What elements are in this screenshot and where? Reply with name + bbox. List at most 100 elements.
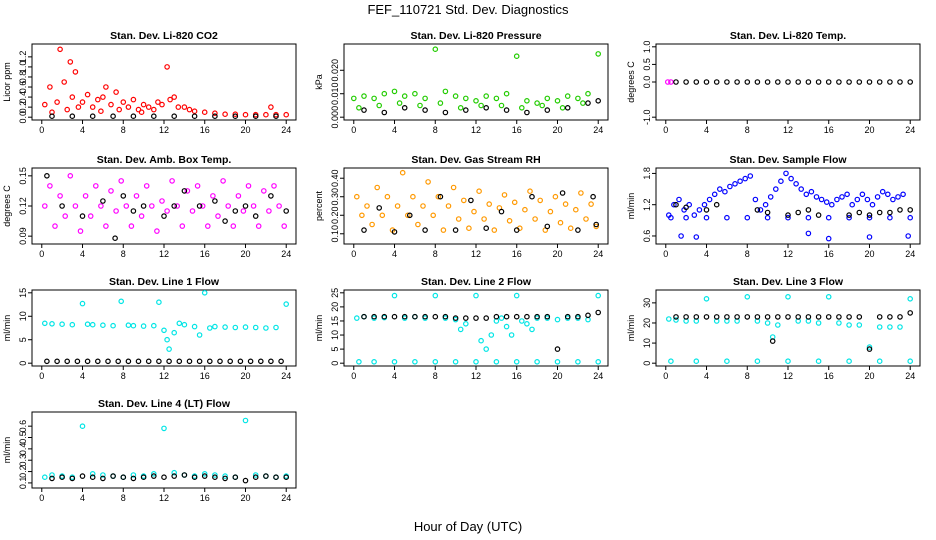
data-point xyxy=(856,209,863,216)
data-point xyxy=(79,99,86,105)
data-point xyxy=(79,213,86,219)
data-point xyxy=(562,201,569,207)
data-point xyxy=(222,111,228,118)
data-point xyxy=(897,314,903,320)
data-point xyxy=(544,313,551,320)
data-point xyxy=(98,203,104,209)
data-point xyxy=(890,196,896,203)
data-point xyxy=(371,313,377,320)
x-tick-label: 12 xyxy=(783,125,793,135)
data-point xyxy=(394,203,401,209)
data-point xyxy=(473,98,479,104)
data-point xyxy=(703,295,710,302)
data-point xyxy=(503,90,510,97)
data-point xyxy=(764,214,771,221)
data-point xyxy=(125,322,132,329)
data-point xyxy=(201,109,208,116)
data-point xyxy=(713,79,720,85)
data-point xyxy=(488,332,495,338)
data-point xyxy=(432,46,439,53)
data-point xyxy=(41,101,48,108)
data-point xyxy=(422,107,428,113)
data-point xyxy=(191,474,198,481)
data-point xyxy=(273,324,279,331)
data-point xyxy=(184,188,191,194)
data-point xyxy=(678,233,684,239)
data-point xyxy=(706,196,713,203)
data-point xyxy=(235,193,242,199)
data-point xyxy=(846,358,852,365)
data-point xyxy=(72,69,79,75)
x-tick-label: 8 xyxy=(121,371,126,381)
data-point xyxy=(118,298,125,305)
data-point xyxy=(529,326,535,333)
data-point xyxy=(522,206,528,213)
data-point xyxy=(93,183,99,189)
data-point xyxy=(120,474,127,481)
data-point xyxy=(493,358,500,365)
data-point xyxy=(754,79,761,85)
data-point xyxy=(171,329,178,336)
data-point xyxy=(215,213,221,219)
data-point xyxy=(268,193,274,199)
data-point xyxy=(866,212,873,218)
x-tick-label: 16 xyxy=(200,493,210,503)
data-point xyxy=(186,358,193,365)
data-point xyxy=(683,314,689,320)
data-point xyxy=(222,218,228,224)
data-point xyxy=(501,192,508,198)
data-point xyxy=(907,214,914,221)
data-point xyxy=(473,315,479,321)
data-point xyxy=(227,358,234,365)
data-point xyxy=(151,322,157,329)
data-point xyxy=(140,323,147,329)
data-point xyxy=(834,196,840,203)
data-point xyxy=(49,320,55,327)
y-tick-label: -1.0 xyxy=(642,109,652,125)
x-tick-label: 16 xyxy=(824,249,834,259)
data-point xyxy=(212,110,218,117)
data-point xyxy=(361,227,367,233)
data-point xyxy=(471,208,477,215)
data-point xyxy=(123,203,130,209)
y-tick-label: 0.40 xyxy=(330,169,340,187)
data-point xyxy=(220,178,226,184)
data-point xyxy=(95,358,101,365)
data-point xyxy=(113,208,119,214)
data-point xyxy=(554,316,561,323)
x-tick-label: 8 xyxy=(121,125,126,135)
data-point xyxy=(442,109,449,116)
data-point xyxy=(252,213,259,219)
data-point xyxy=(381,90,388,97)
data-point xyxy=(176,320,183,327)
x-tick-label: 12 xyxy=(471,125,481,135)
data-point xyxy=(907,295,914,302)
y-axis-label: ml/min xyxy=(2,315,12,342)
data-point xyxy=(524,109,530,116)
data-point xyxy=(846,322,852,328)
data-point xyxy=(537,197,544,204)
data-point xyxy=(196,332,203,338)
data-point xyxy=(353,315,360,321)
data-point xyxy=(668,79,674,85)
data-point xyxy=(77,228,84,234)
data-point xyxy=(271,183,277,189)
data-point xyxy=(849,201,856,208)
x-tick-label: 4 xyxy=(704,249,709,259)
data-point xyxy=(181,472,188,478)
x-tick-label: 0 xyxy=(39,493,44,503)
x-tick-label: 8 xyxy=(433,249,438,259)
data-point xyxy=(374,184,381,191)
data-point xyxy=(417,102,423,109)
data-point xyxy=(212,113,218,120)
y-tick-label: 0.5 xyxy=(18,431,28,444)
data-point xyxy=(785,358,791,365)
data-point xyxy=(575,358,581,365)
y-tick-label: 0.1 xyxy=(18,477,28,490)
panel-2: Stan. Dev. Li-820 Pressure kPa 0 4 8 12 16 20 24… xyxy=(314,30,609,135)
data-point xyxy=(242,324,249,330)
data-point xyxy=(252,474,259,481)
data-point xyxy=(442,88,449,95)
data-point xyxy=(866,79,873,85)
data-point xyxy=(588,201,594,207)
